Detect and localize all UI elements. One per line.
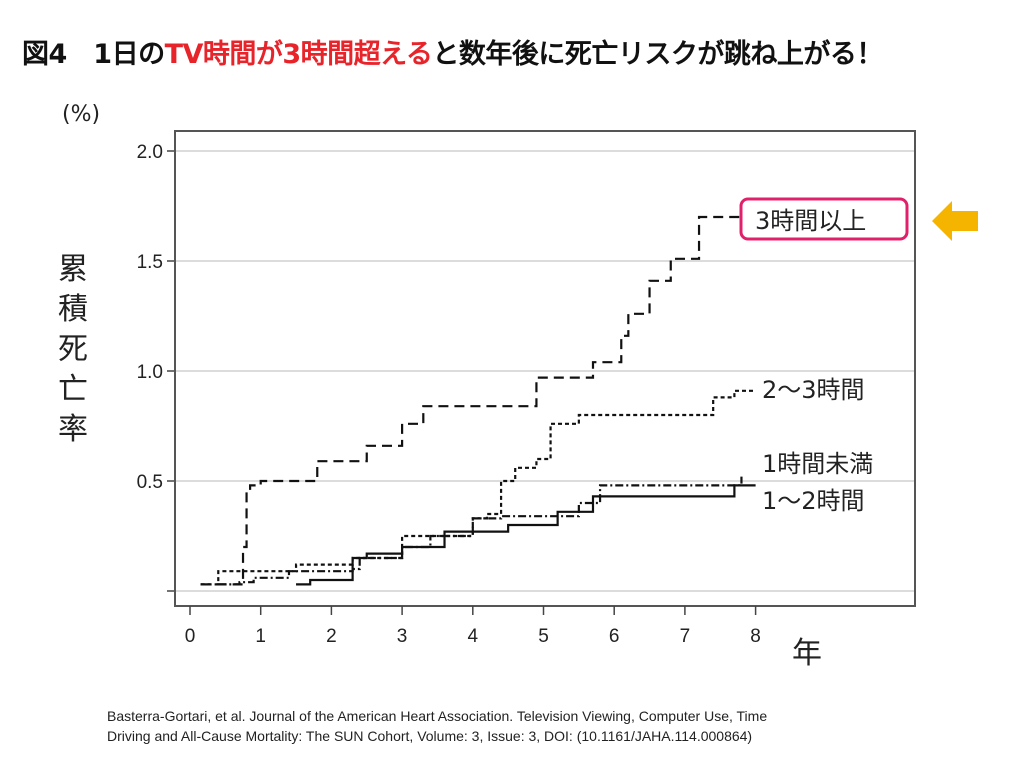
x-tick-label: 7 [680, 626, 691, 647]
x-tick-label: 0 [185, 626, 196, 647]
x-tick-label: 8 [750, 626, 761, 647]
x-tick-label: 3 [397, 626, 408, 647]
y-tick-label: 1.0 [137, 362, 163, 383]
y-unit: (%) [62, 102, 101, 127]
highlight-box [739, 197, 909, 241]
y-tick-label: 2.0 [137, 142, 163, 163]
x-axis-label: 年 [792, 636, 822, 671]
x-tick-label: 1 [255, 626, 266, 647]
series-line-1 [200, 389, 756, 586]
series-line-2 [218, 476, 743, 586]
series-label: 2～3時間 [762, 376, 865, 404]
y-tick-label: 0.5 [137, 472, 163, 493]
citation-line-1: Basterra-Gortari, et al. Journal of the … [107, 708, 768, 724]
title-highlight: TV時間が3時間超える [164, 39, 433, 70]
title-suffix: と数年後に死亡リスクが跳ね上がる！ [432, 39, 883, 70]
title-prefix: 図4 1日の [22, 39, 165, 70]
series-label: 3時間以上 [755, 207, 866, 235]
x-tick-label: 5 [538, 626, 549, 647]
x-tick-label: 6 [609, 626, 620, 647]
series-line-3 [296, 484, 756, 586]
series-line-0 [200, 215, 742, 586]
plot-frame [174, 130, 916, 607]
y-tick-label: 1.5 [137, 252, 163, 273]
slide-title: 図4 1日のTV時間が3時間超えると数年後に死亡リスクが跳ね上がる！ [22, 32, 883, 71]
x-tick-label: 4 [468, 626, 479, 647]
citation-line-2: Driving and All-Cause Mortality: The SUN… [107, 728, 753, 744]
series-label: 1時間未満 [762, 450, 873, 478]
citation: Basterra-Gortari, et al. Journal of the … [107, 706, 967, 746]
y-axis-label: 累積死亡率 [58, 252, 88, 447]
x-tick-label: 2 [326, 626, 337, 647]
series-label: 1～2時間 [762, 487, 865, 515]
arrow-left-icon [932, 201, 978, 241]
